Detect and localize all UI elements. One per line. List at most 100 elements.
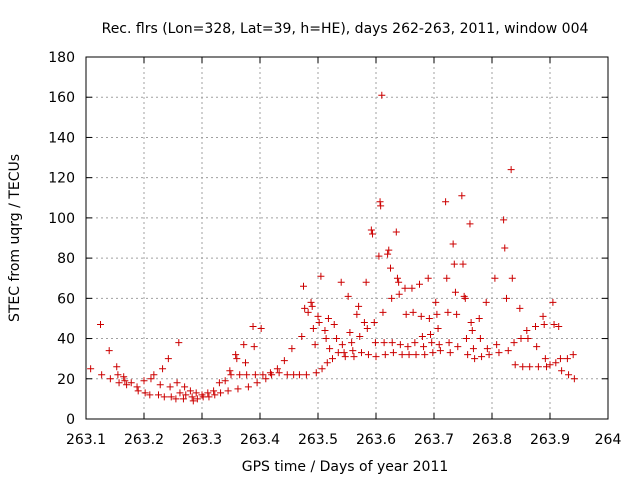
data-point bbox=[555, 322, 563, 330]
data-point bbox=[318, 365, 326, 373]
data-point bbox=[565, 371, 573, 379]
data-point bbox=[341, 353, 349, 361]
data-point bbox=[467, 318, 475, 326]
data-point bbox=[389, 349, 397, 357]
data-point bbox=[233, 355, 241, 363]
data-point bbox=[159, 365, 167, 373]
data-point bbox=[156, 381, 164, 389]
data-point bbox=[337, 278, 345, 286]
data-point bbox=[273, 365, 281, 373]
data-point bbox=[188, 393, 196, 401]
data-point bbox=[418, 333, 426, 341]
data-point bbox=[140, 377, 148, 385]
data-point bbox=[115, 379, 123, 387]
data-point bbox=[301, 304, 309, 312]
data-point bbox=[412, 351, 420, 359]
data-point bbox=[268, 371, 276, 379]
data-point bbox=[443, 274, 451, 282]
data-point bbox=[317, 272, 325, 280]
data-point bbox=[323, 359, 331, 367]
data-point bbox=[387, 264, 394, 272]
data-point bbox=[540, 320, 548, 328]
data-point bbox=[485, 351, 493, 359]
data-point bbox=[280, 357, 288, 365]
y-tick-label: 180 bbox=[48, 50, 75, 66]
data-point bbox=[425, 314, 433, 322]
data-point bbox=[500, 216, 508, 224]
data-point bbox=[445, 339, 453, 347]
data-point bbox=[364, 351, 372, 359]
data-point bbox=[221, 377, 229, 385]
data-point bbox=[321, 327, 329, 335]
data-point bbox=[379, 308, 387, 316]
x-tick-label: 263.3 bbox=[182, 432, 222, 448]
data-point bbox=[432, 298, 440, 306]
data-point bbox=[257, 325, 265, 332]
x-axis-label: GPS time / Days of year 2011 bbox=[242, 459, 449, 475]
data-point bbox=[189, 397, 197, 405]
data-point bbox=[113, 363, 121, 371]
y-tick-label: 80 bbox=[57, 251, 75, 267]
y-tick-label: 0 bbox=[66, 412, 75, 428]
data-point bbox=[182, 391, 190, 399]
data-point bbox=[232, 351, 240, 359]
data-point bbox=[381, 351, 389, 359]
data-point bbox=[311, 341, 319, 349]
data-point bbox=[349, 347, 357, 355]
data-point bbox=[315, 318, 323, 326]
data-point bbox=[398, 351, 406, 359]
data-point bbox=[427, 331, 435, 339]
data-point bbox=[302, 371, 310, 379]
data-point bbox=[433, 310, 441, 318]
data-point bbox=[298, 333, 306, 341]
data-point bbox=[363, 325, 371, 332]
y-tick-label: 100 bbox=[48, 211, 75, 227]
data-point bbox=[395, 278, 403, 286]
data-point bbox=[483, 345, 491, 353]
data-point bbox=[283, 371, 291, 379]
data-point bbox=[348, 339, 356, 347]
grid bbox=[86, 57, 608, 419]
data-point bbox=[405, 351, 413, 359]
data-point bbox=[453, 310, 461, 318]
data-point bbox=[333, 335, 341, 343]
data-point bbox=[133, 383, 141, 391]
data-point bbox=[549, 298, 557, 306]
data-point bbox=[167, 393, 175, 401]
data-point bbox=[517, 335, 525, 343]
x-tick-label: 263.7 bbox=[414, 432, 454, 448]
data-point bbox=[563, 355, 571, 363]
data-point bbox=[541, 355, 549, 363]
data-point bbox=[234, 385, 242, 393]
data-point bbox=[424, 274, 432, 282]
data-point bbox=[324, 314, 332, 322]
y-axis-label: STEC from uqrg / TECUs bbox=[7, 154, 23, 322]
data-point bbox=[150, 371, 158, 379]
data-point bbox=[164, 355, 172, 363]
data-point bbox=[408, 284, 416, 292]
data-point bbox=[519, 363, 527, 371]
data-point bbox=[411, 339, 419, 347]
x-tick-labels: 263.1 263.2 263.3 263.4 263.5 263.6 263.7 263.8… bbox=[66, 432, 621, 448]
data-point bbox=[388, 294, 396, 302]
data-point bbox=[160, 393, 168, 401]
data-point bbox=[436, 347, 444, 355]
data-point bbox=[134, 387, 142, 395]
data-point bbox=[176, 389, 184, 397]
data-point bbox=[523, 327, 531, 335]
data-point bbox=[375, 252, 383, 260]
data-point bbox=[146, 391, 154, 399]
data-point bbox=[308, 302, 316, 310]
data-point bbox=[358, 349, 365, 357]
data-point bbox=[396, 341, 404, 349]
data-point bbox=[428, 339, 436, 347]
data-point bbox=[401, 284, 409, 292]
data-point bbox=[309, 325, 317, 332]
data-point bbox=[224, 387, 232, 395]
data-point bbox=[449, 240, 457, 248]
data-point bbox=[249, 322, 257, 330]
data-point bbox=[340, 349, 348, 357]
data-point bbox=[404, 343, 412, 351]
data-point bbox=[172, 395, 180, 403]
